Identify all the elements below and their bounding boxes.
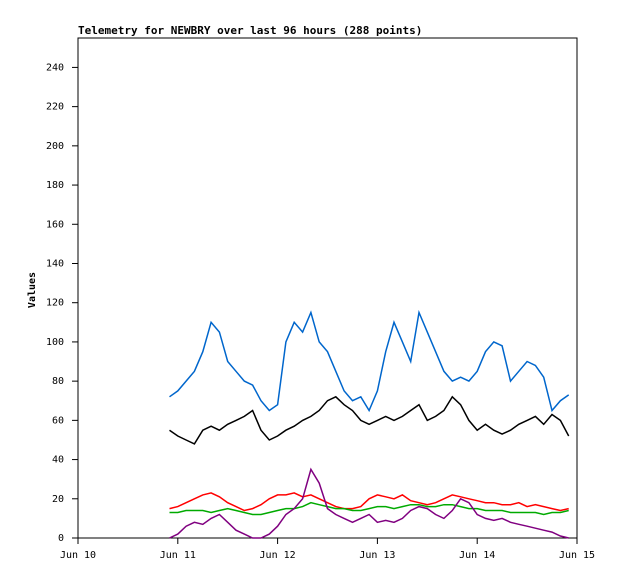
y-tick-label: 20 [52, 494, 64, 505]
y-tick-label: 180 [46, 180, 64, 191]
y-tick-label: 140 [46, 258, 64, 269]
y-tick-label: 160 [46, 219, 64, 230]
y-tick-label: 220 [46, 102, 64, 113]
series-line [169, 492, 569, 512]
chart-title: Telemetry for NEWBRY over last 96 hours … [78, 24, 422, 37]
x-tick-label: Jun 13 [359, 550, 395, 561]
plot-frame [77, 37, 578, 539]
x-tick-label: Jun 11 [160, 550, 196, 561]
y-tick-label: 200 [46, 141, 64, 152]
y-tick-label: 0 [58, 533, 64, 544]
y-tick-label: 60 [52, 415, 64, 426]
x-tick-label: Jun 10 [60, 550, 96, 561]
y-tick-label: 100 [46, 337, 64, 348]
series-line [169, 309, 570, 413]
y-tick-label: 80 [52, 376, 64, 387]
series-line [169, 395, 570, 445]
series-line [169, 467, 569, 539]
x-tick-label: Jun 14 [459, 550, 495, 561]
y-axis-label: Values [27, 272, 38, 308]
x-tick-label: Jun 12 [260, 550, 296, 561]
x-tick-label: Jun 15 [559, 550, 595, 561]
y-tick-label: 240 [46, 62, 64, 73]
y-tick-label: 120 [46, 298, 64, 309]
y-tick-label: 40 [52, 455, 64, 466]
series-line [169, 501, 569, 516]
